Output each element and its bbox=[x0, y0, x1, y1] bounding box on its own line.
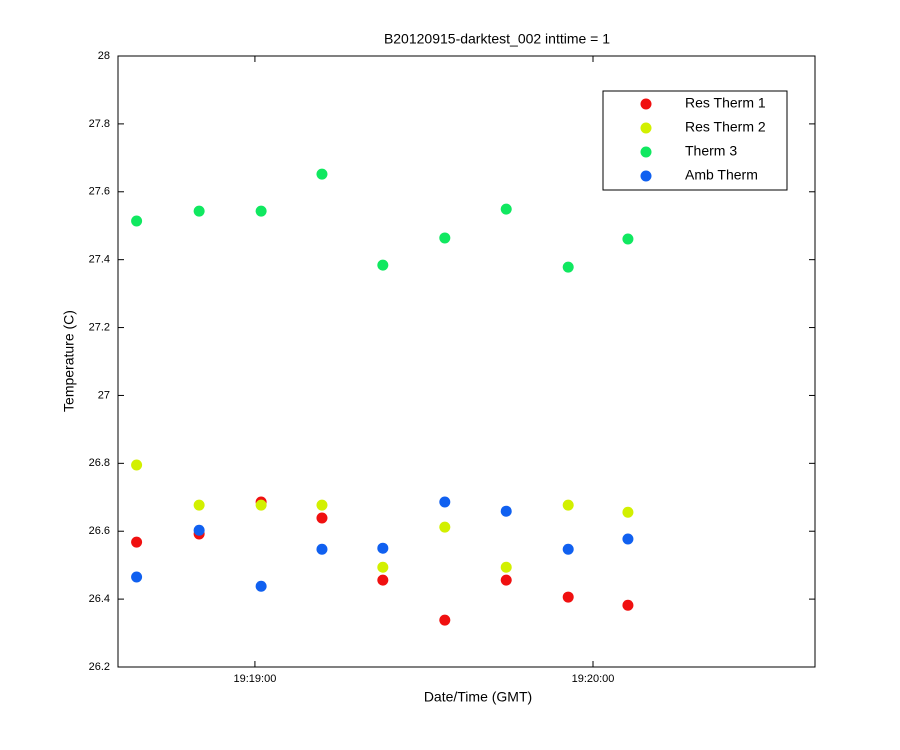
data-point bbox=[562, 499, 574, 511]
data-point bbox=[131, 571, 143, 583]
y-tick-label: 26.2 bbox=[89, 661, 110, 673]
data-point bbox=[255, 205, 267, 217]
data-point bbox=[316, 543, 328, 555]
y-tick-label: 28 bbox=[98, 50, 110, 62]
data-point bbox=[131, 536, 143, 548]
data-point bbox=[622, 533, 634, 545]
y-tick-label: 27 bbox=[98, 389, 110, 401]
legend-marker bbox=[640, 170, 652, 182]
y-tick-label: 26.4 bbox=[89, 593, 110, 605]
y-axis-label: Temperature (C) bbox=[61, 310, 77, 412]
data-point bbox=[377, 561, 389, 573]
data-point bbox=[255, 580, 267, 592]
data-point bbox=[562, 591, 574, 603]
data-point bbox=[193, 205, 205, 217]
data-point bbox=[562, 543, 574, 555]
data-point bbox=[500, 561, 512, 573]
legend-marker bbox=[640, 98, 652, 110]
data-point bbox=[439, 614, 451, 626]
data-point bbox=[377, 574, 389, 586]
data-point bbox=[255, 499, 267, 511]
data-point bbox=[622, 599, 634, 611]
data-point bbox=[377, 542, 389, 554]
data-point bbox=[500, 574, 512, 586]
data-point bbox=[500, 203, 512, 215]
data-point bbox=[439, 232, 451, 244]
data-point bbox=[193, 524, 205, 536]
data-point bbox=[131, 459, 143, 471]
y-tick-label: 26.8 bbox=[89, 457, 110, 469]
data-point bbox=[562, 261, 574, 273]
legend-marker bbox=[640, 146, 652, 158]
data-point bbox=[439, 521, 451, 533]
y-tick-label: 26.6 bbox=[89, 525, 110, 537]
y-tick-label: 27.8 bbox=[89, 118, 110, 130]
legend-box bbox=[602, 90, 788, 191]
legend-label: Res Therm 1 bbox=[685, 95, 766, 111]
data-point bbox=[500, 505, 512, 517]
data-point bbox=[316, 499, 328, 511]
legend-label: Therm 3 bbox=[685, 143, 737, 159]
y-tick-label: 27.2 bbox=[89, 321, 110, 333]
x-tick-label: 19:20:00 bbox=[572, 673, 615, 685]
data-point bbox=[622, 506, 634, 518]
x-axis-label: Date/Time (GMT) bbox=[424, 689, 532, 705]
data-point bbox=[193, 499, 205, 511]
y-tick-label: 27.6 bbox=[89, 186, 110, 198]
data-point bbox=[131, 215, 143, 227]
data-point bbox=[439, 496, 451, 508]
data-point bbox=[622, 233, 634, 245]
y-tick-label: 27.4 bbox=[89, 254, 110, 266]
legend-marker bbox=[640, 122, 652, 134]
chart-title: B20120915-darktest_002 inttime = 1 bbox=[384, 31, 610, 47]
legend-label: Amb Therm bbox=[685, 167, 758, 183]
data-point bbox=[316, 168, 328, 180]
data-point bbox=[316, 512, 328, 524]
legend-label: Res Therm 2 bbox=[685, 119, 766, 135]
data-point bbox=[377, 259, 389, 271]
x-tick-label: 19:19:00 bbox=[234, 673, 277, 685]
